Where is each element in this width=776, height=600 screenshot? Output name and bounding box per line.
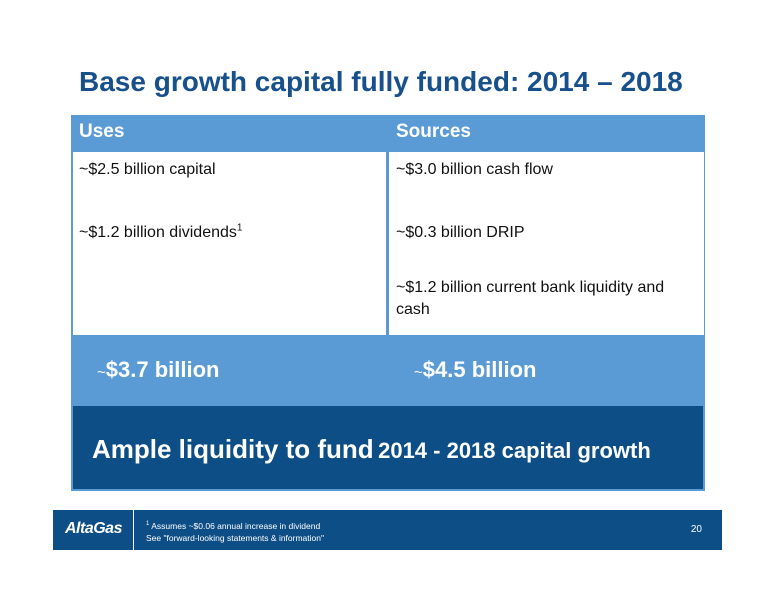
- uses-item-dividends: ~$1.2 billion dividends1: [79, 222, 242, 244]
- banner-text-part1: Ample liquidity to fund: [92, 434, 374, 464]
- footnote-line-1: 1 Assumes ~$0.06 annual increase in divi…: [146, 518, 324, 532]
- uses-item-text: ~$2.5 billion capital: [79, 161, 216, 178]
- slide-title: Base growth capital fully funded: 2014 –…: [79, 66, 683, 97]
- sources-item-bank-liquidity: ~$1.2 billion current bank liquidity and…: [396, 279, 665, 318]
- page-number: 20: [690, 524, 702, 535]
- sources-header: Sources: [396, 121, 471, 142]
- footnote-number: 1: [146, 521, 150, 527]
- footnote-line-2: See "forward-looking statements & inform…: [146, 532, 325, 543]
- liquidity-banner: Ample liquidity to fund 2014 - 2018 capi…: [73, 406, 703, 489]
- uses-total: ~$3.7 billion: [97, 357, 219, 383]
- footnote-text: Assumes ~$0.06 annual increase in divide…: [151, 520, 321, 531]
- sources-total: ~$4.5 billion: [414, 357, 536, 383]
- sources-total-tilde: ~: [414, 364, 423, 381]
- uses-item-text: ~$1.2 billion dividends: [79, 224, 237, 241]
- footnote-marker: 1: [236, 222, 243, 234]
- uses-item-capital: ~$2.5 billion capital: [79, 159, 216, 181]
- uses-total-value: $3.7 billion: [105, 357, 220, 382]
- banner-text-part2: 2014 - 2018 capital growth: [378, 438, 651, 463]
- uses-box: [73, 152, 386, 335]
- uses-total-tilde: ~: [97, 364, 106, 381]
- sources-box: [389, 152, 704, 335]
- sources-item-cash-flow: ~$3.0 billion cash flow: [396, 161, 553, 178]
- footer-divider: [133, 510, 134, 550]
- uses-header: Uses: [79, 121, 125, 142]
- sources-total-value: $4.5 billion: [422, 357, 537, 382]
- footer-bar: AltaGas 1 Assumes ~$0.06 annual increase…: [53, 510, 722, 550]
- footnote: 1 Assumes ~$0.06 annual increase in divi…: [146, 518, 324, 544]
- banner-text: Ample liquidity to fund 2014 - 2018 capi…: [92, 434, 651, 465]
- altagas-logo: AltaGas: [65, 520, 122, 537]
- sources-item-drip: ~$0.3 billion DRIP: [396, 224, 525, 241]
